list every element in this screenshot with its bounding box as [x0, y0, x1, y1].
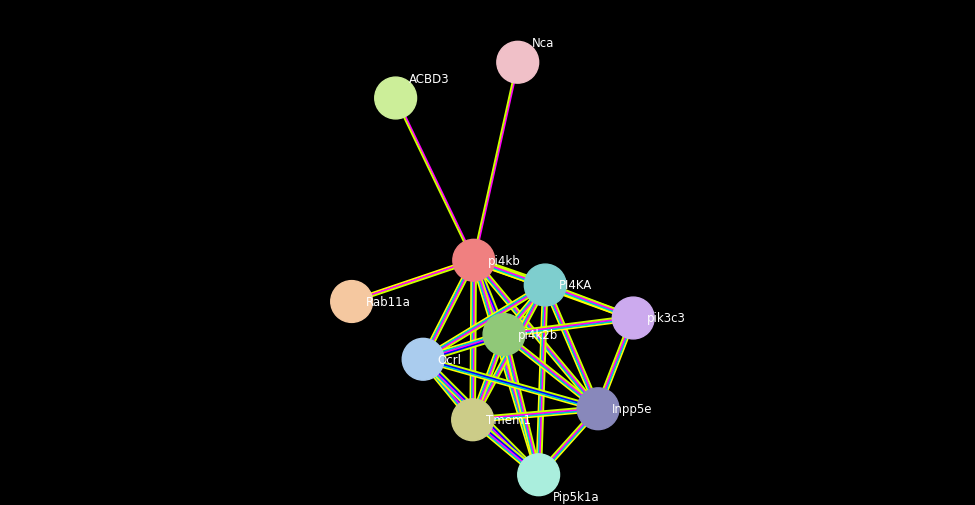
- Circle shape: [452, 240, 494, 282]
- Circle shape: [612, 297, 654, 339]
- Circle shape: [451, 399, 493, 441]
- Text: pi4kb: pi4kb: [488, 254, 521, 267]
- Circle shape: [525, 265, 566, 307]
- Text: Ocrl: Ocrl: [437, 353, 461, 366]
- Text: pik3c3: pik3c3: [647, 312, 685, 325]
- Circle shape: [483, 314, 525, 356]
- Circle shape: [497, 42, 538, 84]
- Circle shape: [403, 339, 444, 380]
- Text: Tmem1: Tmem1: [487, 414, 531, 426]
- Circle shape: [518, 454, 560, 496]
- Text: Inpp5e: Inpp5e: [611, 402, 652, 416]
- Text: Pip5k1a: Pip5k1a: [553, 490, 599, 503]
- Text: Nca: Nca: [531, 37, 554, 50]
- Text: ACBD3: ACBD3: [410, 73, 450, 86]
- Circle shape: [577, 388, 619, 430]
- Circle shape: [374, 78, 416, 120]
- Circle shape: [331, 281, 372, 323]
- Text: PI4KA: PI4KA: [559, 279, 592, 292]
- Text: Rab11a: Rab11a: [366, 295, 410, 309]
- Text: pi4k2b: pi4k2b: [518, 328, 558, 341]
